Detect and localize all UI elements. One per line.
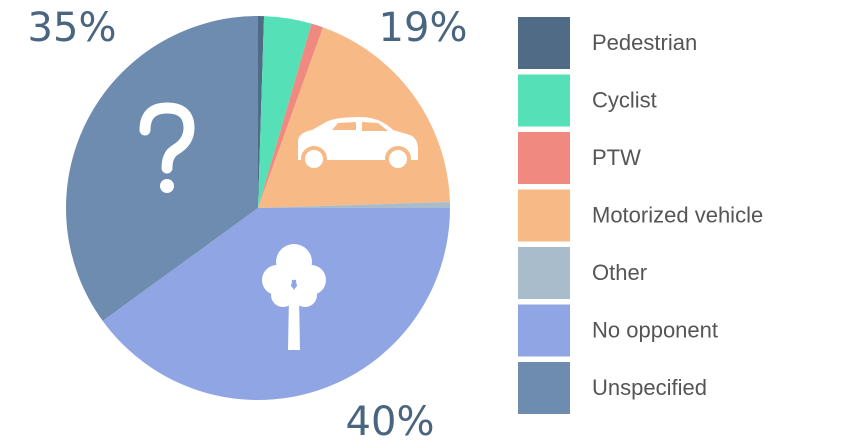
- legend-label: Pedestrian: [592, 30, 697, 55]
- legend-swatch: [518, 74, 570, 127]
- legend-label: No opponent: [592, 317, 718, 342]
- legend-label: Other: [592, 260, 647, 285]
- pie: [66, 16, 451, 400]
- legend-swatch: [518, 132, 570, 184]
- tree-icon: [262, 244, 326, 350]
- value-label: 40%: [346, 399, 435, 445]
- value-label: 35%: [28, 5, 117, 51]
- legend-label: Cyclist: [592, 87, 657, 112]
- car-window: [332, 122, 388, 131]
- icons: [139, 102, 418, 350]
- question-icon: [139, 102, 195, 174]
- legend-label: PTW: [592, 145, 641, 170]
- pie-slice: [258, 16, 265, 208]
- car-wheel: [301, 146, 327, 172]
- legend-swatch: [518, 247, 570, 299]
- pie-slice: [258, 201, 450, 208]
- question-dot: [160, 179, 174, 193]
- legend-swatch: [518, 304, 570, 357]
- legend-label: Motorized vehicle: [592, 202, 763, 227]
- legend-swatch: [518, 17, 570, 69]
- legend-swatch: [518, 189, 570, 242]
- pie-slice: [258, 23, 324, 208]
- car-icon: [298, 117, 418, 160]
- pie-slice: [258, 16, 312, 208]
- legend-label: Unspecified: [592, 375, 707, 400]
- legend-swatch: [518, 362, 570, 414]
- car-wheel: [385, 146, 411, 172]
- value-label: 19%: [379, 5, 468, 51]
